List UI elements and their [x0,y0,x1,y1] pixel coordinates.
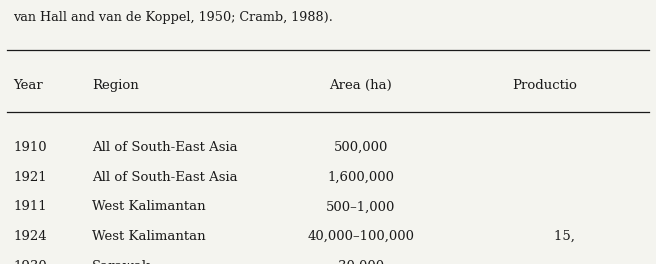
Text: Region: Region [92,79,138,92]
Text: Year: Year [13,79,43,92]
Text: Productio: Productio [512,79,577,92]
Text: 500,000: 500,000 [334,141,388,154]
Text: 40,000–100,000: 40,000–100,000 [307,230,415,243]
Text: 1910: 1910 [13,141,47,154]
Text: 1,600,000: 1,600,000 [327,171,394,184]
Text: All of South-East Asia: All of South-East Asia [92,141,237,154]
Text: 1921: 1921 [13,171,47,184]
Text: 1911: 1911 [13,200,47,213]
Text: All of South-East Asia: All of South-East Asia [92,171,237,184]
Text: 1930: 1930 [13,260,47,264]
Text: West Kalimantan: West Kalimantan [92,200,205,213]
Text: van Hall and van de Koppel, 1950; Cramb, 1988).: van Hall and van de Koppel, 1950; Cramb,… [13,11,333,23]
Text: Sarawak: Sarawak [92,260,151,264]
Text: West Kalimantan: West Kalimantan [92,230,205,243]
Text: 30,000: 30,000 [338,260,384,264]
Text: 500–1,000: 500–1,000 [326,200,396,213]
Text: 15,: 15, [554,230,577,243]
Text: 1924: 1924 [13,230,47,243]
Text: Area (ha): Area (ha) [329,79,392,92]
